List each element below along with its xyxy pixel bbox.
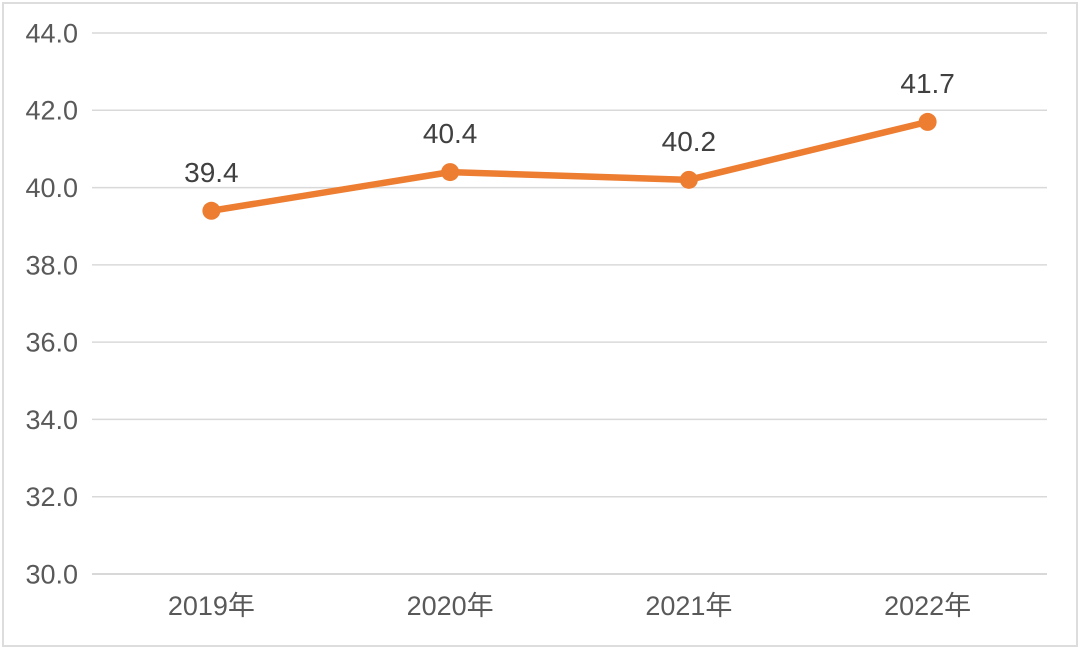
- y-axis-tick-label: 30.0: [25, 559, 78, 589]
- x-axis-tick-label: 2021年: [645, 591, 732, 621]
- data-point-marker: [202, 201, 221, 220]
- y-axis-tick-label: 32.0: [25, 482, 78, 512]
- data-point-label: 41.7: [900, 68, 955, 99]
- y-axis-tick-label: 40.0: [25, 173, 78, 203]
- y-axis-tick-label: 34.0: [25, 405, 78, 435]
- y-axis-tick-label: 42.0: [25, 96, 78, 126]
- x-axis-tick-label: 2022年: [884, 591, 971, 621]
- series-line: [208, 118, 931, 215]
- data-point-marker: [679, 170, 698, 189]
- y-axis-tick-label: 44.0: [25, 18, 78, 48]
- data-point-marker: [918, 112, 937, 131]
- x-axis-tick-label: 2020年: [407, 591, 494, 621]
- data-point-marker: [441, 163, 460, 182]
- data-point-label: 40.2: [662, 126, 717, 157]
- y-axis-tick-label: 36.0: [25, 328, 78, 358]
- data-point-label: 40.4: [423, 118, 478, 149]
- x-axis-tick-label: 2019年: [168, 591, 255, 621]
- y-axis-tick-label: 38.0: [25, 250, 78, 280]
- data-point-label: 39.4: [184, 157, 239, 188]
